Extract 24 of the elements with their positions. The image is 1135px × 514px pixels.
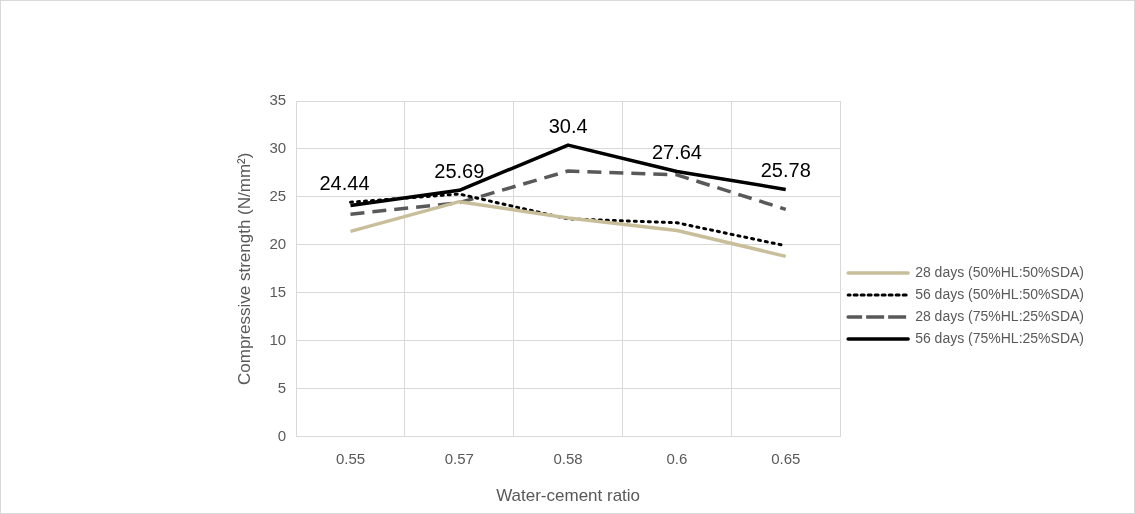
x-tick-label: 0.6: [666, 449, 688, 467]
data-label: 25.78: [760, 158, 811, 181]
x-tick-label: 0.57: [444, 449, 474, 467]
x-axis-title: Water-cement ratio: [496, 486, 641, 506]
legend-label: 56 days (75%HL:25%SDA): [915, 329, 1085, 346]
y-tick-label: 15: [269, 282, 287, 300]
data-label: 27.64: [651, 141, 702, 164]
y-tick-label: 20: [269, 234, 287, 252]
y-tick-label: 25: [269, 187, 287, 205]
x-tick-label: 0.58: [553, 449, 583, 467]
y-axis-title: Compressive strength (N/mm²): [234, 152, 254, 385]
y-tick-label: 30: [269, 139, 287, 157]
y-tick-label: 5: [277, 378, 287, 396]
data-label: 30.4: [548, 114, 588, 137]
y-tick-label: 10: [269, 330, 287, 348]
data-label: 24.44: [319, 171, 370, 194]
data-label: 25.69: [434, 159, 485, 182]
x-tick-label: 0.65: [771, 449, 801, 467]
x-tick-label: 0.55: [335, 449, 366, 467]
legend-label: 56 days (50%HL:50%SDA): [915, 285, 1085, 302]
y-tick-label: 35: [269, 91, 287, 109]
legend-label: 28 days (50%HL:50%SDA): [915, 263, 1085, 280]
legend-label: 28 days (75%HL:25%SDA): [915, 307, 1085, 324]
y-tick-label: 0: [277, 426, 287, 444]
